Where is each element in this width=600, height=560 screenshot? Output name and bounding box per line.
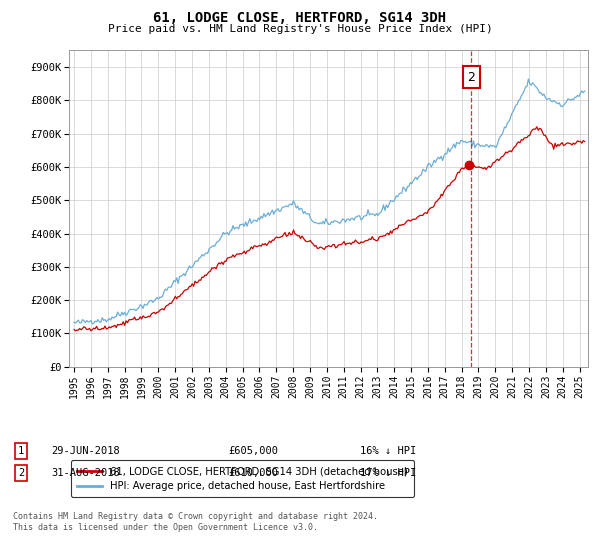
Text: 61, LODGE CLOSE, HERTFORD, SG14 3DH: 61, LODGE CLOSE, HERTFORD, SG14 3DH: [154, 11, 446, 25]
Text: Contains HM Land Registry data © Crown copyright and database right 2024.
This d: Contains HM Land Registry data © Crown c…: [13, 512, 378, 532]
Text: Price paid vs. HM Land Registry's House Price Index (HPI): Price paid vs. HM Land Registry's House …: [107, 24, 493, 34]
Text: 1: 1: [18, 446, 24, 456]
Text: £610,000: £610,000: [228, 468, 278, 478]
Text: 16% ↓ HPI: 16% ↓ HPI: [360, 446, 416, 456]
Text: 29-JUN-2018: 29-JUN-2018: [51, 446, 120, 456]
Text: 17% ↓ HPI: 17% ↓ HPI: [360, 468, 416, 478]
Text: 2: 2: [467, 71, 475, 83]
Text: £605,000: £605,000: [228, 446, 278, 456]
Legend: 61, LODGE CLOSE, HERTFORD, SG14 3DH (detached house), HPI: Average price, detach: 61, LODGE CLOSE, HERTFORD, SG14 3DH (det…: [71, 460, 414, 497]
Text: 2: 2: [18, 468, 24, 478]
Text: 31-AUG-2018: 31-AUG-2018: [51, 468, 120, 478]
